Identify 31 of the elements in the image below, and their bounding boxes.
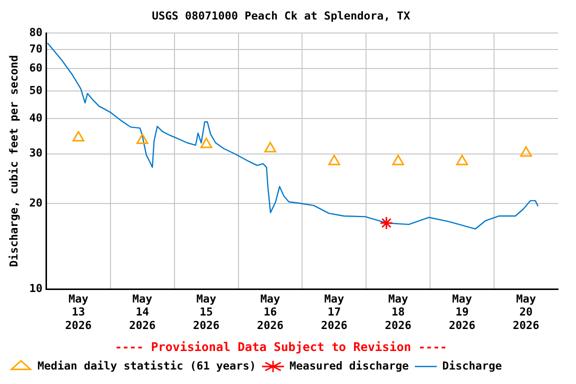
- y-tick-label: 50: [29, 84, 42, 97]
- y-tick-label: 60: [29, 61, 42, 74]
- y-tick-label: 10: [29, 282, 42, 295]
- x-tick-label: May 20 2026: [512, 292, 540, 332]
- point: [264, 142, 276, 152]
- legend-label: Median daily statistic (61 years): [38, 359, 256, 372]
- y-tick-label: 30: [29, 146, 42, 160]
- x-tick-label: May 15 2026: [193, 292, 220, 332]
- y-tick-label: 80: [29, 26, 42, 40]
- y-tick-label: 20: [29, 196, 42, 210]
- point: [380, 216, 394, 230]
- x-tick-label: May 17 2026: [320, 292, 348, 332]
- point: [136, 134, 148, 144]
- point: [328, 154, 340, 166]
- point: [520, 146, 532, 157]
- point: [72, 130, 84, 142]
- point: [456, 154, 468, 166]
- x-tick-label: May 16 2026: [257, 292, 284, 332]
- legend-label: Measured discharge: [290, 359, 410, 372]
- x-tick-label: May 19 2026: [448, 292, 476, 332]
- y-tick-label: 40: [29, 111, 42, 124]
- y-axis-title: Discharge, cubic feet per second: [7, 55, 20, 268]
- chart-title: USGS 08071000 Peach Ck at Splendora, TX: [152, 9, 411, 22]
- y-tick-label: 70: [29, 42, 42, 56]
- x-tick-label: May 14 2026: [129, 292, 156, 332]
- legend-label: Discharge: [442, 359, 502, 372]
- point: [200, 138, 212, 148]
- x-tick-label: May 18 2026: [384, 292, 412, 332]
- point: [392, 154, 404, 166]
- x-tick-label: May 13 2026: [65, 292, 92, 332]
- text: ---- Provisional Data Subject to Revision ----: [114, 340, 448, 354]
